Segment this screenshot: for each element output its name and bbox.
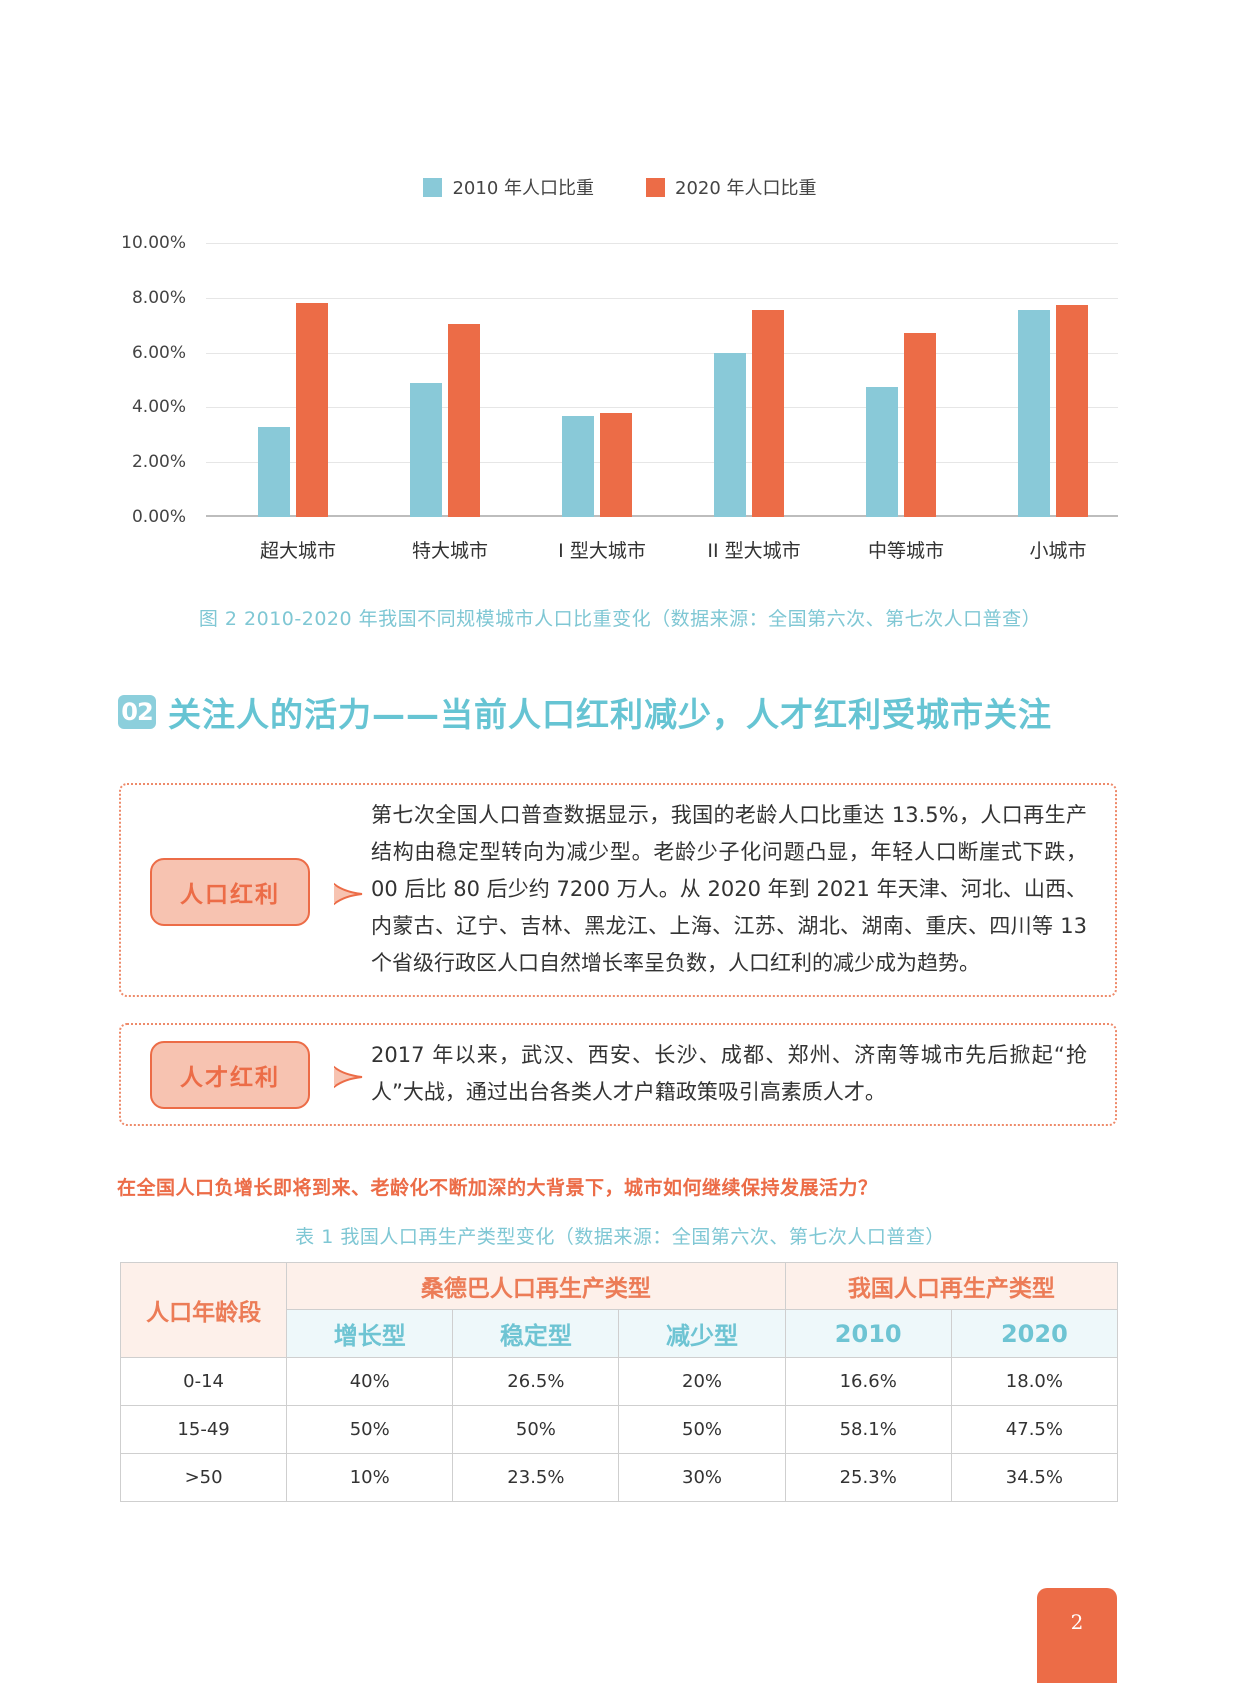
x-tick-label: 中等城市 <box>867 540 944 562</box>
info-text: 第七次全国人口普查数据显示，我国的老龄人口比重达 13.5%，人口再生产结构由稳… <box>371 803 1087 975</box>
cell-age: >50 <box>119 1453 288 1502</box>
cell: 16.6% <box>784 1357 952 1406</box>
cell: 34.5% <box>950 1453 1119 1502</box>
header-sundbarg-types: 桑德巴人口再生产类型 <box>286 1262 786 1310</box>
bar-chart: 2010 年人口比重 2020 年人口比重 0.00% 2.00% 4.00% 6.0… <box>0 0 1240 630</box>
callout-text: 人才红利 <box>180 1065 280 1091</box>
cell: 58.1% <box>784 1405 952 1454</box>
legend-label: 2010 年人口比重 <box>452 178 594 199</box>
x-tick-label: I 型大城市 <box>558 540 646 562</box>
table-header-row: 人口年龄段 桑德巴人口再生产类型 我国人口再生产类型 <box>119 1262 1119 1358</box>
reproduction-type-table: 人口年龄段 桑德巴人口再生产类型 我国人口再生产类型 增长型 稳定型 减少型 2… <box>119 1262 1119 1502</box>
bar-2010 <box>562 415 594 517</box>
bar-2020 <box>1056 304 1088 517</box>
bar-2020 <box>448 323 480 517</box>
gridline <box>206 352 1118 354</box>
legend-swatch-2020 <box>646 177 665 197</box>
y-tick-label: 8.00% <box>131 287 186 308</box>
bar-2020 <box>752 310 784 517</box>
gridline <box>206 462 1118 464</box>
table-caption: 表 1 我国人口再生产类型变化（数据来源：全国第六次、第七次人口普查） <box>295 1226 945 1248</box>
legend-label: 2020 年人口比重 <box>675 178 817 199</box>
cell-age: 15-49 <box>119 1405 288 1454</box>
bar-group <box>670 243 822 517</box>
table-row: 0-14 40% 26.5% 20% 16.6% 18.0% <box>119 1357 1119 1406</box>
chart-legend: 2010 年人口比重 2020 年人口比重 <box>0 174 1240 200</box>
cell: 50% <box>452 1405 620 1454</box>
x-tick-label: 特大城市 <box>411 540 488 562</box>
info-text: 2017 年以来，武汉、西安、长沙、成都、郑州、济南等城市先后掀起“抢人”大战，… <box>371 1043 1087 1104</box>
x-tick-label: 小城市 <box>1029 540 1087 562</box>
subheader-growth: 增长型 <box>286 1309 454 1358</box>
table-subheader-row: 增长型 稳定型 减少型 2010 2020 <box>121 1309 1119 1358</box>
y-tick-label: 0.00% <box>131 507 186 527</box>
table-row: >50 10% 23.5% 30% 25.3% 34.5% <box>119 1453 1119 1502</box>
plot-area <box>206 243 1118 517</box>
subheader-stable: 稳定型 <box>452 1309 620 1358</box>
cell: 30% <box>618 1453 786 1502</box>
subheader-2020: 2020 <box>950 1309 1119 1358</box>
bar-2010 <box>410 382 442 517</box>
page-number-tab: 2 <box>1037 1588 1117 1683</box>
y-tick-label: 10.00% <box>121 233 186 253</box>
cell: 40% <box>286 1357 454 1406</box>
y-tick-label: 6.00% <box>131 342 186 363</box>
callout-label: 人口红利 <box>150 858 363 926</box>
header-china-types: 我国人口再生产类型 <box>784 1262 1119 1310</box>
cell: 23.5% <box>452 1453 620 1502</box>
cell: 10% <box>286 1453 454 1502</box>
bar-group <box>822 243 974 517</box>
cell: 25.3% <box>784 1453 952 1502</box>
callout-text: 人口红利 <box>180 882 280 908</box>
cell: 47.5% <box>950 1405 1119 1454</box>
question-heading: 在全国人口负增长即将到来、老龄化不断加深的大背景下，城市如何继续保持发展活力？ <box>117 1177 878 1199</box>
cell: 50% <box>618 1405 786 1454</box>
cell: 50% <box>286 1405 454 1454</box>
page-number: 2 <box>1070 1610 1084 1634</box>
gridline <box>206 243 1118 244</box>
callout-label: 人才红利 <box>150 1041 363 1109</box>
section-number-badge: 02 <box>118 695 156 729</box>
cell: 20% <box>618 1357 786 1406</box>
legend-item-2020: 2020 年人口比重 <box>646 174 817 200</box>
x-tick-label: II 型大城市 <box>707 540 801 562</box>
header-age-group: 人口年龄段 <box>119 1262 288 1358</box>
section-title: 关注人的活力——当前人口红利减少，人才红利受城市关注 <box>168 695 1052 734</box>
legend-item-2010: 2010 年人口比重 <box>423 174 594 200</box>
legend-swatch-2010 <box>423 177 443 197</box>
table-row: 15-49 50% 50% 50% 58.1% 47.5% <box>119 1405 1119 1454</box>
bar-2010 <box>714 352 746 517</box>
y-tick-label: 4.00% <box>131 397 186 418</box>
bar-2020 <box>904 333 936 517</box>
figure-caption: 图 2 2010-2020 年我国不同规模城市人口比重变化（数据来源：全国第六次… <box>198 608 1042 630</box>
gridline <box>206 407 1118 409</box>
bar-2020 <box>296 303 328 517</box>
info-box-talent-dividend: 人才红利 2017 年以来，武汉、西安、长沙、成都、郑州、济南等城市先后掀起“抢… <box>119 1023 1117 1126</box>
y-tick-label: 2.00% <box>131 452 186 473</box>
cell: 26.5% <box>452 1357 620 1406</box>
x-tick-label: 超大城市 <box>259 540 336 562</box>
bar-2010 <box>866 386 898 517</box>
bar-group <box>366 243 518 517</box>
bar-2020 <box>600 412 632 517</box>
bar-group <box>214 243 366 517</box>
subheader-2010: 2010 <box>784 1309 952 1358</box>
subheader-decline: 减少型 <box>618 1309 786 1358</box>
section-heading: 02 关注人的活力——当前人口红利减少，人才红利受城市关注 <box>118 688 1052 736</box>
x-axis-line <box>206 515 1118 517</box>
info-box-population-dividend: 人口红利 第七次全国人口普查数据显示，我国的老龄人口比重达 13.5%，人口再生… <box>119 783 1117 997</box>
cell: 18.0% <box>950 1357 1119 1406</box>
gridline <box>206 297 1118 299</box>
bar-2010 <box>258 426 290 517</box>
bar-2010 <box>1018 310 1050 517</box>
bar-group <box>518 243 670 517</box>
bar-group <box>974 243 1126 517</box>
cell-age: 0-14 <box>119 1357 288 1406</box>
